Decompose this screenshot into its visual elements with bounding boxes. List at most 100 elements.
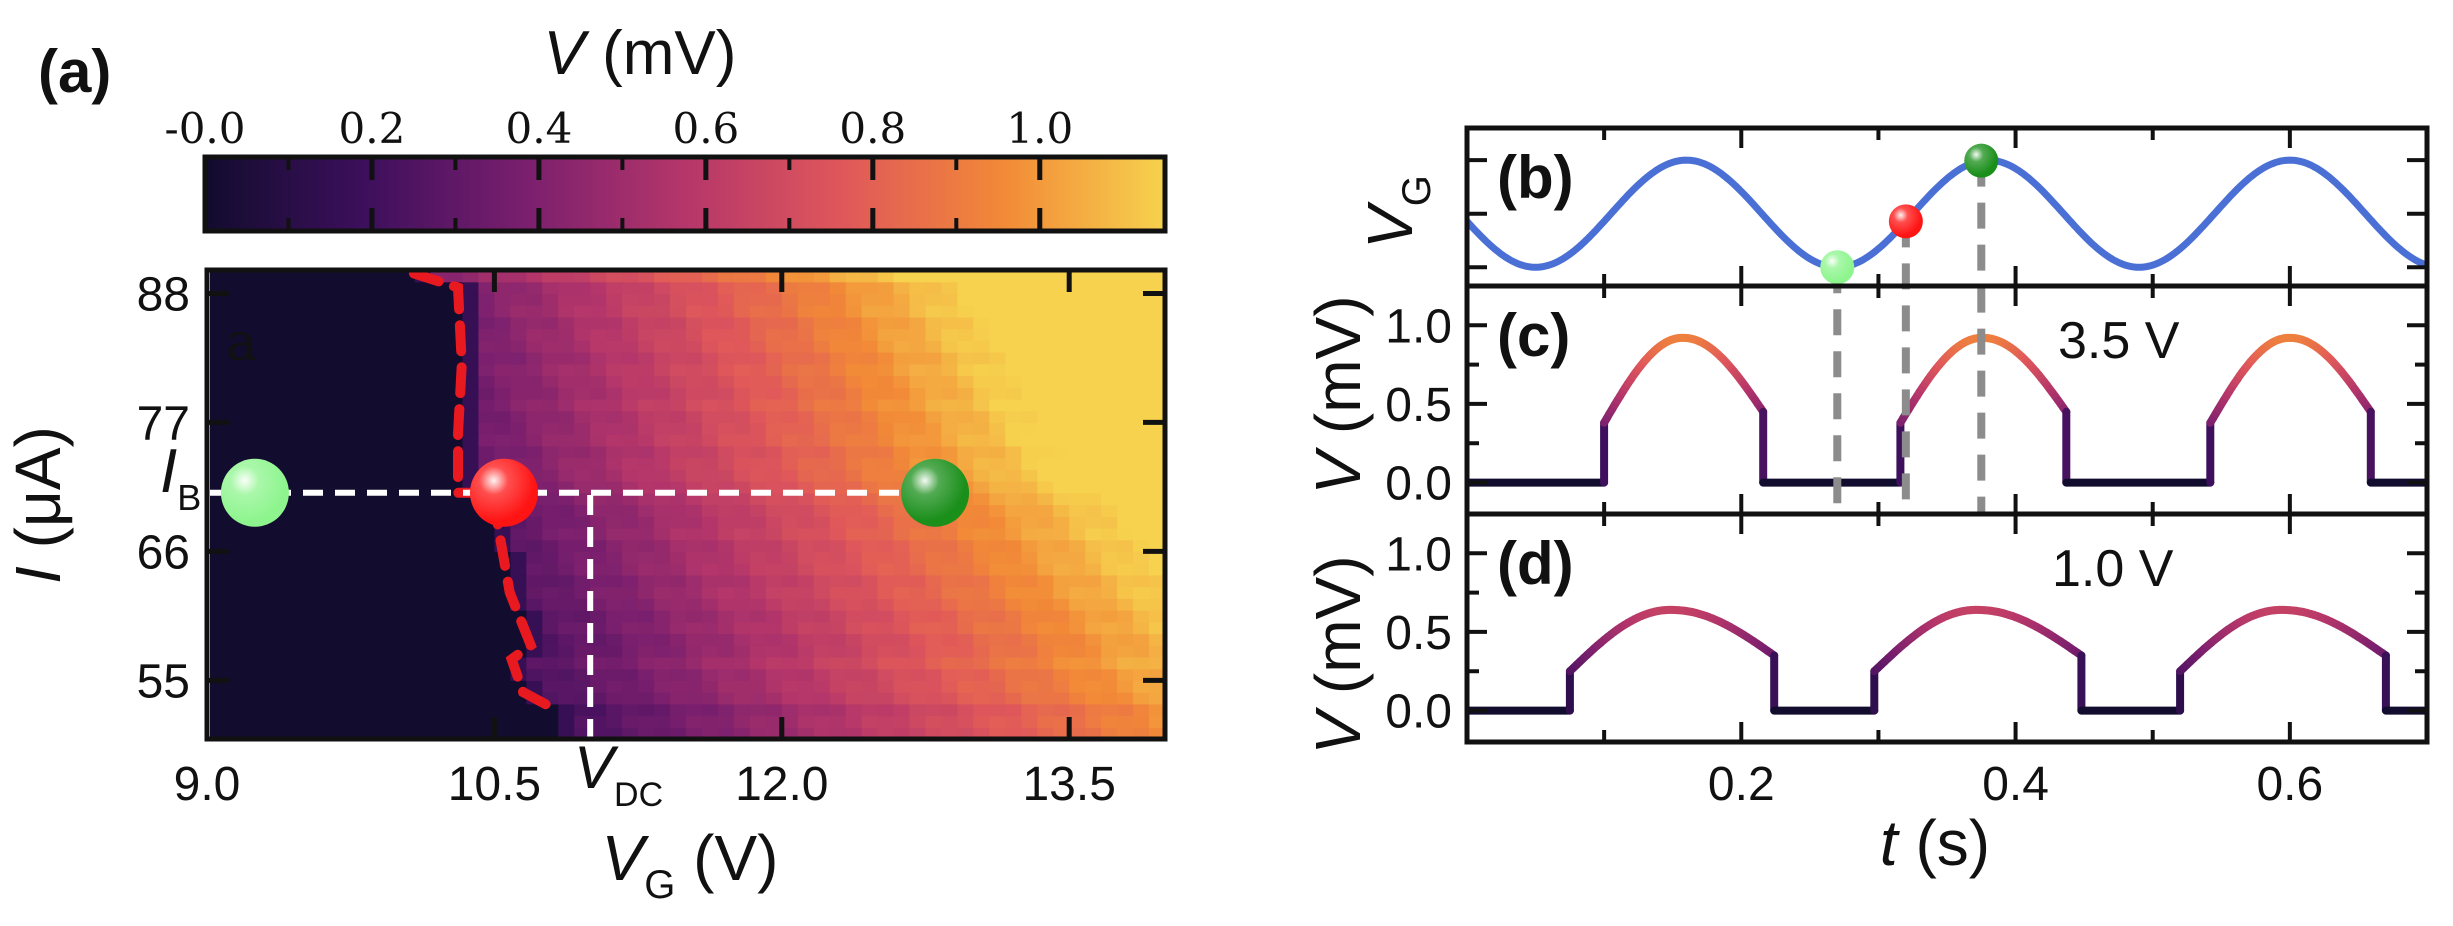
heatmap-cell <box>1021 504 1038 517</box>
heatmap-cell <box>829 539 847 552</box>
heatmap-cell <box>973 504 990 517</box>
heatmap-cell <box>590 645 607 658</box>
heatmap-cell <box>1053 316 1070 330</box>
heatmap-cell <box>670 492 687 506</box>
heatmap-cell <box>829 281 847 295</box>
heatmap-cell <box>210 727 224 737</box>
heatmap-cell <box>765 656 783 670</box>
panel-b-y-axis-title: VG <box>1354 175 1439 249</box>
panel-b-marker-highlight <box>1888 204 1923 239</box>
heatmap-cell <box>829 715 847 728</box>
heatmap-cell <box>478 610 495 623</box>
heatmap-cell <box>270 727 288 737</box>
heatmap-cell <box>350 316 368 330</box>
heatmap-cell <box>813 316 831 330</box>
heatmap-cell <box>1021 692 1038 705</box>
heatmap-cell <box>749 692 767 705</box>
heatmap-cell <box>398 340 416 353</box>
heatmap-cell <box>733 281 751 295</box>
heatmap-cell <box>590 352 607 365</box>
heatmap-cell <box>382 272 400 283</box>
heatmap-cell <box>973 680 990 693</box>
heatmap-cell <box>1037 527 1054 541</box>
heatmap-cell <box>210 656 224 670</box>
heatmap-cell <box>733 410 751 424</box>
heatmap-cell <box>781 692 799 705</box>
heatmap-cell <box>941 398 959 412</box>
heatmap-cell <box>845 316 863 330</box>
heatmap-cell <box>1117 516 1134 529</box>
heatmap-cell <box>1005 316 1022 330</box>
heatmap-cell <box>382 551 400 564</box>
heatmap-cell <box>542 574 559 588</box>
heatmap-cell <box>254 586 272 599</box>
panel-a-frame <box>204 267 1168 742</box>
heatmap-cell <box>430 715 448 728</box>
heatmap-cell <box>893 281 911 295</box>
heatmap-cell <box>638 469 655 482</box>
heatmap-cell <box>430 574 448 588</box>
heatmap-cell <box>478 281 495 295</box>
heatmap-cell <box>286 668 304 681</box>
heatmap-cell <box>845 363 863 377</box>
heatmap-cell <box>1133 387 1150 400</box>
heatmap-cell <box>558 293 575 306</box>
heatmap-cell <box>590 703 607 717</box>
heatmap-cell <box>1005 692 1022 705</box>
heatmap-cell <box>1053 586 1070 599</box>
heatmap-cell <box>462 539 480 552</box>
heatmap-cell <box>1069 598 1086 611</box>
heatmap-cell <box>302 633 320 646</box>
heatmap-cell <box>973 340 990 353</box>
heatmap-cell <box>893 610 911 623</box>
heatmap-cell <box>478 574 495 588</box>
heatmap-cell <box>861 516 879 529</box>
heatmap-cell <box>845 469 863 482</box>
heatmap-cell <box>1085 457 1102 470</box>
heatmap-cell <box>957 328 974 341</box>
heatmap-cell <box>749 610 767 623</box>
heatmap-cell <box>210 551 224 564</box>
heatmap-cell <box>797 586 815 599</box>
heatmap-cell <box>861 692 879 705</box>
heatmap-cell <box>430 387 448 400</box>
heatmap-cell <box>526 305 543 318</box>
heatmap-cell <box>654 586 671 599</box>
heatmap-cell <box>318 410 336 424</box>
heatmap-cell <box>366 492 384 506</box>
heatmap-cell <box>478 422 495 435</box>
heatmap-cell <box>1021 492 1038 506</box>
heatmap-cell <box>286 703 304 717</box>
heatmap-cell <box>909 375 927 388</box>
heatmap-cell <box>654 410 671 424</box>
heatmap-cell <box>717 516 735 529</box>
heatmap-cell <box>845 457 863 470</box>
heatmap-cell <box>781 316 799 330</box>
heatmap-cell <box>765 293 783 306</box>
heatmap-cell <box>893 668 911 681</box>
heatmap-cell <box>302 586 320 599</box>
heatmap-cell <box>606 352 623 365</box>
heatmap-cell <box>414 375 432 388</box>
heatmap-cell <box>302 398 320 412</box>
heatmap-cell <box>558 574 575 588</box>
heatmap-cell <box>733 516 751 529</box>
heatmap-cell <box>957 680 974 693</box>
heatmap-cell <box>222 703 240 717</box>
heatmap-cell <box>1101 598 1118 611</box>
heatmap-cell <box>398 469 416 482</box>
heatmap-cell <box>861 598 879 611</box>
heatmap-cell <box>1101 328 1118 341</box>
heatmap-cell <box>318 680 336 693</box>
heatmap-cell <box>446 727 464 737</box>
heatmap-cell <box>622 398 639 412</box>
heatmap-cell <box>318 352 336 365</box>
heatmap-cell <box>701 586 719 599</box>
heatmap-cell <box>1101 668 1118 681</box>
heatmap-cell <box>238 387 256 400</box>
heatmap-cell <box>606 281 623 295</box>
heatmap-cell <box>238 692 256 705</box>
heatmap-cell <box>446 656 464 670</box>
heatmap-cell <box>286 656 304 670</box>
heatmap-cell <box>1037 516 1054 529</box>
